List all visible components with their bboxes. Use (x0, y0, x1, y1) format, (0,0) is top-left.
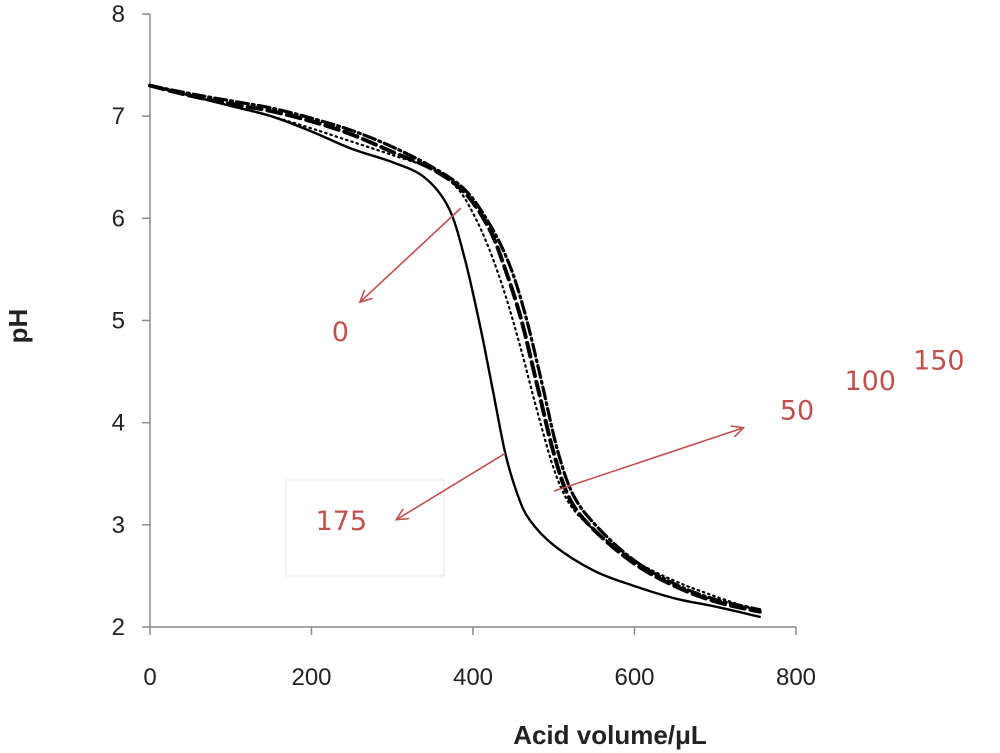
y-tick-label: 8 (112, 1, 125, 28)
y-tick-label: 3 (112, 512, 125, 539)
x-tick-label: 800 (776, 664, 816, 691)
annotation-label: 0 (332, 317, 349, 348)
annotation-label: 50 (780, 396, 814, 427)
y-axis-title: pH (3, 309, 33, 344)
annotation-layer: 0 175 50 100 150 (316, 207, 965, 537)
series-line-dotted (148, 84, 761, 613)
y-tick-label: 2 (112, 614, 125, 641)
x-tick-label: 600 (614, 664, 654, 691)
annotation-arrow (360, 207, 462, 302)
annotation-frame (285, 479, 445, 577)
annotation-label: 175 (316, 506, 368, 537)
annotation-arrow (553, 428, 744, 492)
y-tick-label: 5 (112, 308, 125, 335)
x-tick-label: 400 (453, 664, 493, 691)
y-tick-label: 6 (112, 205, 125, 232)
y-tick-label: 4 (112, 410, 125, 437)
x-ticks: 0 200 400 600 800 (143, 627, 816, 691)
y-ticks: 2 3 4 5 6 7 8 (112, 1, 150, 641)
x-tick-label: 0 (143, 664, 156, 691)
series-line-dash-dot (148, 83, 762, 612)
annotation-label: 100 (844, 366, 896, 397)
x-axis-title: Acid volume/μL (513, 720, 707, 750)
annotation-arrow (396, 452, 506, 519)
annotation-label: 150 (913, 346, 965, 377)
series-line-solid (148, 84, 761, 618)
series-layer (148, 83, 762, 618)
series-line-dashed (148, 83, 762, 614)
y-tick-label: 7 (112, 103, 125, 130)
x-tick-label: 200 (291, 664, 331, 691)
axes: 0 200 400 600 800 2 3 4 5 6 7 8 (112, 1, 816, 691)
